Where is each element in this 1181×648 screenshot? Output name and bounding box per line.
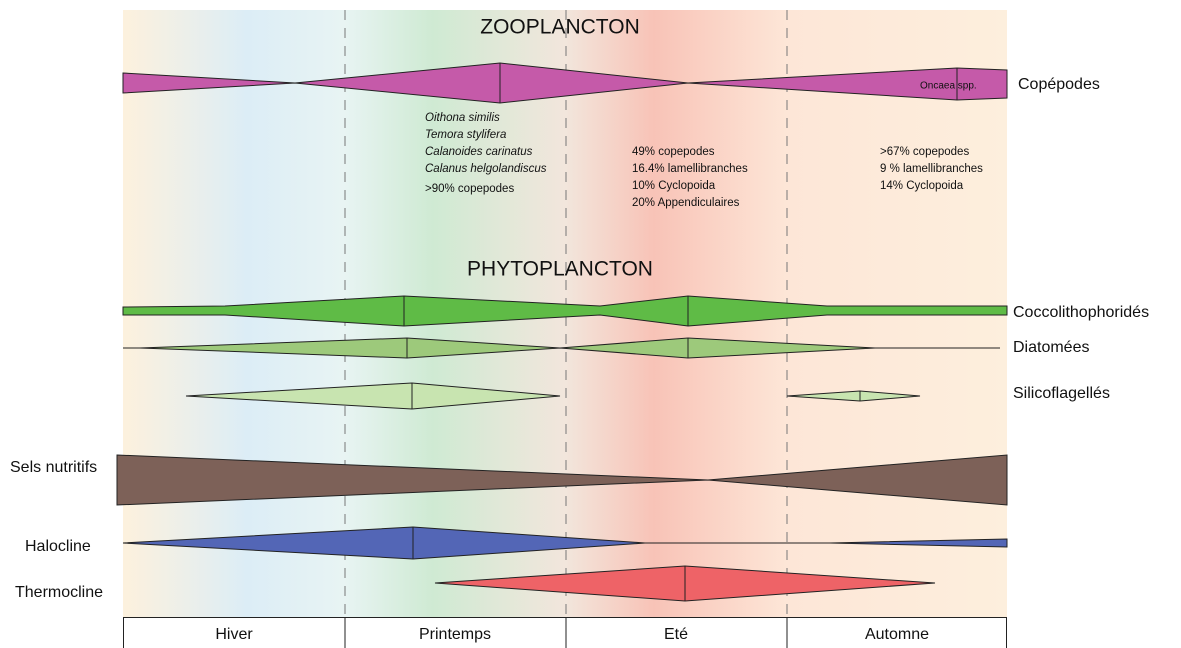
- note: Oncaea spp.: [920, 81, 977, 92]
- season-label: Automne: [865, 626, 929, 643]
- zoo-title: ZOOPLANCTON: [480, 16, 639, 39]
- row-label: Thermocline: [15, 584, 103, 601]
- phyto-title: PHYTOPLANCTON: [467, 258, 653, 281]
- species: Calanus helgolandiscus: [425, 163, 547, 175]
- composition: 9 % lamellibranches: [880, 163, 983, 175]
- composition: 14% Cyclopoida: [880, 180, 964, 192]
- season-bar: Hiver Printemps Eté Automne: [123, 617, 1007, 648]
- row-label: Copépodes: [1018, 76, 1100, 93]
- autumn-annotations: >67% copepodes 9 % lamellibranches 14% C…: [880, 146, 983, 192]
- composition: 20% Appendiculaires: [632, 197, 740, 209]
- row-label: Sels nutritifs: [10, 459, 97, 476]
- row-label: Coccolithophoridés: [1013, 304, 1149, 321]
- halocline-shape: [829, 538, 1008, 548]
- silicoflagelles-shape: [786, 390, 921, 402]
- composition: 10% Cyclopoida: [632, 180, 716, 192]
- sels-shape: [116, 454, 1008, 506]
- species: Oithona similis: [425, 112, 500, 124]
- share: >90% copepodes: [425, 183, 514, 195]
- species: Temora stylifera: [425, 129, 506, 141]
- diatomees-shape: [139, 337, 876, 359]
- composition: 49% copepodes: [632, 146, 715, 158]
- composition: 16.4% lamellibranches: [632, 163, 748, 175]
- season-label: Eté: [664, 626, 688, 643]
- row-label: Halocline: [25, 538, 91, 555]
- composition: >67% copepodes: [880, 146, 969, 158]
- species: Calanoides carinatus: [425, 146, 533, 158]
- coccolithophorides-shape: [122, 295, 1008, 327]
- summer-annotations: 49% copepodes 16.4% lamellibranches 10% …: [632, 146, 748, 209]
- row-label: Diatomées: [1013, 339, 1089, 356]
- season-label: Hiver: [215, 626, 253, 643]
- season-dividers: [344, 10, 788, 618]
- row-label: Silicoflagellés: [1013, 385, 1110, 402]
- season-label: Printemps: [419, 626, 491, 643]
- season-box: [123, 617, 1007, 648]
- silicoflagelles-shape: [185, 382, 561, 410]
- spring-annotations: Oithona similis Temora stylifera Calanoi…: [425, 112, 547, 195]
